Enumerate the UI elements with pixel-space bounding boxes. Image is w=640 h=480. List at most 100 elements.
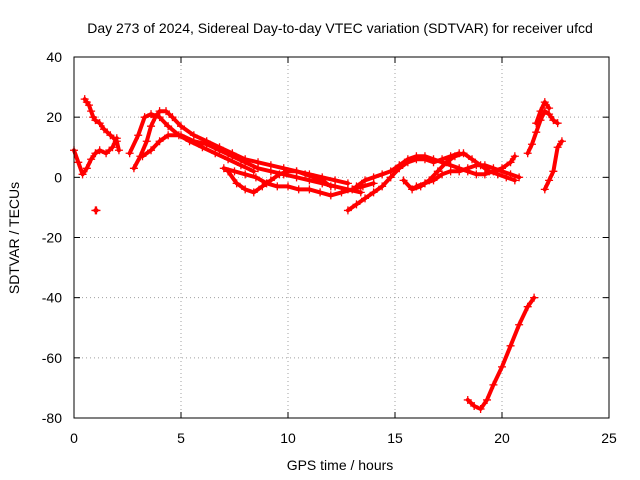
data-point bbox=[262, 179, 271, 188]
y-tick-label: -60 bbox=[42, 350, 62, 366]
data-point bbox=[412, 152, 421, 161]
data-point bbox=[326, 191, 335, 200]
data-point bbox=[275, 170, 284, 179]
data-point bbox=[348, 185, 357, 194]
series-sat-n bbox=[532, 98, 554, 128]
data-point bbox=[147, 122, 156, 131]
series-trace bbox=[542, 139, 564, 192]
data-point bbox=[545, 176, 554, 185]
data-point bbox=[114, 146, 123, 155]
data-point bbox=[106, 131, 115, 140]
data-point bbox=[125, 149, 134, 158]
data-point bbox=[241, 158, 250, 167]
data-point bbox=[468, 155, 477, 164]
data-point bbox=[489, 380, 498, 389]
data-series bbox=[70, 95, 566, 413]
data-point bbox=[470, 401, 479, 410]
data-point bbox=[236, 161, 245, 170]
data-point bbox=[232, 179, 241, 188]
data-point bbox=[249, 188, 258, 197]
x-tick-label: 5 bbox=[177, 430, 185, 446]
data-point bbox=[102, 149, 111, 158]
data-point bbox=[215, 146, 224, 155]
data-point bbox=[294, 185, 303, 194]
data-point bbox=[459, 149, 468, 158]
series-sat-p bbox=[91, 206, 101, 215]
data-point bbox=[258, 182, 267, 191]
x-axis-label: GPS time / hours bbox=[287, 457, 394, 473]
data-point bbox=[162, 107, 171, 116]
x-tick-label: 20 bbox=[494, 430, 510, 446]
data-point bbox=[506, 158, 515, 167]
series-sat-l bbox=[463, 293, 539, 413]
data-point bbox=[74, 158, 83, 167]
data-point bbox=[211, 149, 220, 158]
data-point bbox=[189, 137, 198, 146]
data-point bbox=[536, 107, 545, 116]
data-point bbox=[228, 152, 237, 161]
data-point bbox=[455, 167, 464, 176]
data-point bbox=[532, 119, 541, 128]
data-point bbox=[361, 176, 370, 185]
data-point bbox=[515, 173, 524, 182]
data-point bbox=[273, 182, 282, 191]
axis-ticks: 0 5 10 15 20 25 -80 -60 -40 -20 0 20 40 bbox=[42, 49, 617, 446]
data-point bbox=[84, 101, 93, 110]
data-point bbox=[112, 137, 121, 146]
data-point bbox=[134, 131, 143, 140]
x-tick-label: 0 bbox=[70, 430, 78, 446]
data-point bbox=[352, 200, 361, 209]
data-point bbox=[284, 167, 292, 176]
data-point bbox=[480, 170, 489, 179]
data-point bbox=[78, 170, 87, 179]
data-point bbox=[523, 149, 532, 158]
series-trace bbox=[525, 109, 560, 156]
y-tick-label: 0 bbox=[54, 169, 62, 185]
data-point bbox=[480, 161, 489, 170]
data-point bbox=[352, 182, 361, 191]
data-point bbox=[472, 170, 481, 179]
data-point bbox=[557, 137, 566, 146]
data-point bbox=[553, 119, 562, 128]
data-point bbox=[506, 341, 515, 350]
data-point bbox=[510, 152, 519, 161]
x-tick-label: 10 bbox=[280, 430, 296, 446]
series-trace bbox=[534, 100, 552, 126]
y-tick-label: -20 bbox=[42, 230, 62, 246]
data-point bbox=[254, 164, 263, 173]
data-point bbox=[292, 167, 301, 176]
data-point bbox=[540, 98, 549, 107]
data-point bbox=[82, 164, 91, 173]
data-point bbox=[251, 173, 260, 182]
data-point bbox=[463, 395, 472, 404]
data-point bbox=[91, 116, 100, 125]
data-point bbox=[241, 170, 250, 179]
data-point bbox=[356, 188, 365, 197]
data-point bbox=[318, 176, 327, 185]
data-point bbox=[378, 170, 387, 179]
data-point bbox=[129, 164, 138, 173]
data-point bbox=[309, 173, 318, 182]
data-point bbox=[361, 194, 370, 203]
data-point bbox=[326, 182, 335, 191]
data-point bbox=[155, 137, 164, 146]
data-point bbox=[87, 107, 96, 116]
data-point bbox=[433, 167, 442, 176]
data-point bbox=[498, 362, 506, 371]
data-point bbox=[138, 152, 147, 161]
series-sat-k bbox=[412, 161, 524, 191]
data-point bbox=[399, 176, 408, 185]
data-point bbox=[506, 170, 515, 179]
data-point bbox=[483, 395, 492, 404]
data-point bbox=[530, 293, 539, 302]
data-point bbox=[476, 404, 485, 413]
data-point bbox=[532, 128, 541, 137]
data-point bbox=[87, 155, 96, 164]
data-point bbox=[369, 173, 378, 182]
series-sat-m bbox=[523, 107, 562, 158]
data-point bbox=[316, 188, 325, 197]
y-tick-label: 40 bbox=[46, 49, 62, 65]
data-point bbox=[489, 164, 498, 173]
data-point bbox=[408, 185, 417, 194]
data-point bbox=[420, 179, 429, 188]
